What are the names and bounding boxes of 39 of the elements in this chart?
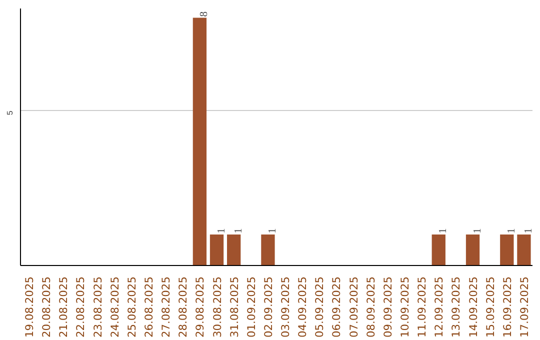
x-tick-label: 12.09.2025 [432, 276, 446, 338]
x-tick-label: 17.09.2025 [518, 276, 531, 338]
x-tick-label: 24.08.2025 [108, 276, 122, 338]
x-tick-label: 05.09.2025 [313, 276, 326, 338]
x-tick-label: 11.09.2025 [416, 276, 429, 338]
x-tick-label: 03.09.2025 [279, 276, 292, 338]
x-tick-label: 14.09.2025 [466, 276, 480, 338]
x-tick-label: 31.08.2025 [228, 276, 241, 338]
x-tick-label: 09.09.2025 [381, 276, 394, 338]
x-tick-label: 22.08.2025 [74, 276, 88, 338]
x-tick-label: 01.09.2025 [244, 276, 258, 338]
data-label: 8 [199, 11, 210, 17]
x-tick-label: 27.08.2025 [160, 276, 173, 338]
data-label: 1 [267, 228, 278, 234]
x-tick-label: 29.08.2025 [194, 276, 207, 338]
x-tick-label: 16.09.2025 [500, 276, 514, 338]
x-tick-label: 28.08.2025 [176, 276, 190, 338]
data-label: 1 [506, 228, 518, 234]
x-tick-label: 06.09.2025 [330, 276, 344, 338]
y-tick-label: 5 [6, 110, 14, 116]
x-tick-label: 04.09.2025 [296, 276, 310, 338]
x-tick-label: 25.08.2025 [125, 276, 138, 338]
x-tick-label: 02.09.2025 [262, 276, 275, 338]
data-label: 1 [523, 228, 534, 234]
x-tick-label: 23.08.2025 [91, 276, 104, 338]
x-tick-label: 20.08.2025 [40, 276, 54, 338]
x-tick-label: 21.08.2025 [57, 276, 70, 338]
data-label: 1 [472, 228, 484, 234]
x-tick-label: 08.09.2025 [364, 276, 378, 338]
x-tick-label: 15.09.2025 [484, 276, 497, 338]
data-label: 1 [233, 228, 244, 234]
x-tick-label: 10.09.2025 [398, 276, 412, 338]
x-tick-label: 07.09.2025 [347, 276, 360, 338]
x-tick-label: 13.09.2025 [450, 276, 463, 338]
x-tick-label: 30.08.2025 [210, 276, 224, 338]
x-tick-label: 19.08.2025 [23, 276, 36, 338]
x-tick-label: 26.08.2025 [142, 276, 156, 338]
data-label: 1 [438, 228, 450, 234]
data-label: 1 [216, 228, 228, 234]
